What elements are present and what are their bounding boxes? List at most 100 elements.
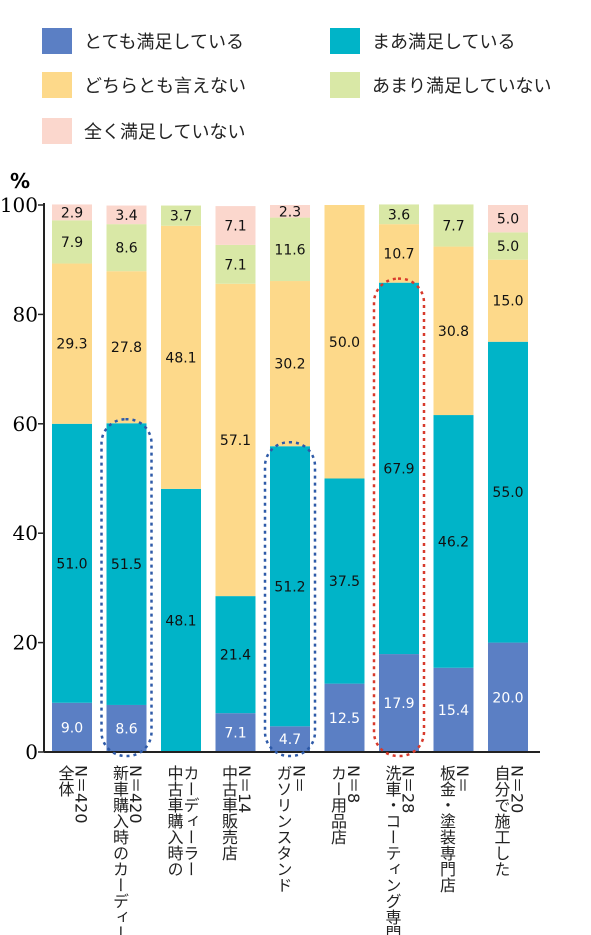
y-tick-label: 100 (0, 193, 38, 217)
bar-value-label: 67.9 (383, 461, 414, 477)
bar-segment (52, 220, 92, 264)
bar-value-label: 20.0 (492, 690, 523, 706)
bar-segment (488, 205, 528, 233)
bar-segment (324, 683, 365, 752)
category-label: N＝8 (344, 765, 363, 803)
legend-swatch (42, 28, 72, 54)
legend-swatch (330, 72, 360, 98)
bar-segment (379, 224, 419, 283)
bar-value-label: 4.7 (279, 732, 301, 748)
bar-value-label: 7.1 (224, 219, 246, 235)
bar-value-label: 55.0 (492, 485, 523, 501)
bar-segment (106, 423, 147, 705)
bar-segment (270, 217, 310, 282)
bar-value-label: 9.0 (61, 720, 83, 736)
category-label: N＝420 (72, 765, 91, 824)
legend-label: とても満足している (84, 32, 245, 53)
bar-segment (324, 205, 365, 479)
bar-segment (270, 446, 310, 727)
bar-value-label: 5.0 (497, 212, 519, 228)
bar-value-label: 2.3 (279, 204, 301, 220)
bar-value-label: 2.9 (61, 205, 83, 221)
category-label: N＝20 (508, 765, 527, 813)
bar-value-label: 12.5 (329, 711, 360, 727)
bar-value-label: 51.5 (111, 557, 142, 573)
bar-segment (433, 246, 474, 416)
bar-segment (215, 206, 256, 245)
bar-segment (270, 726, 310, 752)
bar-segment (161, 225, 201, 489)
bar-segment (52, 702, 92, 752)
category-label: ガソリンスタンド (274, 765, 293, 893)
bar-segment (52, 423, 92, 703)
bar-segment (106, 205, 147, 225)
bar-value-label: 48.1 (165, 613, 196, 629)
bar-value-label: 5.0 (497, 239, 519, 255)
bar-segment (488, 259, 528, 342)
bar-segment (433, 415, 474, 668)
bar-value-label: 3.6 (388, 207, 410, 223)
y-tick-label: 80 (13, 302, 38, 326)
bar-segment (270, 205, 310, 218)
legend-item: まあ満足している (330, 28, 515, 54)
bar-value-label: 7.1 (224, 257, 246, 273)
bar-value-label: 7.1 (224, 726, 246, 742)
category-label: 中古車販売店 (219, 765, 238, 861)
bar-value-label: 51.2 (274, 579, 305, 595)
legend-swatch (330, 28, 360, 54)
legend-label: どちらとも言えない (84, 76, 246, 97)
bar-value-label: 50.0 (329, 335, 360, 351)
bar-segment (215, 596, 256, 714)
bar-value-label: 57.1 (220, 433, 251, 449)
bar-value-label: 30.2 (274, 357, 305, 373)
y-tick-label: 40 (13, 521, 38, 545)
bar-value-label: 10.7 (383, 246, 414, 262)
bar-value-label: 8.6 (115, 241, 137, 257)
category-label: 新車購入時のカーディーラ (110, 765, 129, 935)
bar-value-label: 30.8 (438, 324, 469, 340)
bar-value-label: 3.7 (170, 209, 192, 225)
bar-value-label: 29.3 (56, 337, 87, 353)
y-tick-label: 60 (13, 412, 38, 436)
highlight-outline (263, 440, 317, 758)
bar-value-label: 46.2 (438, 534, 469, 550)
bar-value-label: 27.8 (111, 340, 142, 356)
bar-value-label: 8.6 (115, 721, 137, 737)
category-label: N＝ (290, 765, 309, 793)
category-label: N＝14 (235, 765, 254, 813)
legend-label: あまり満足していない (372, 76, 552, 97)
bar-segment (215, 244, 256, 284)
legend-label: 全く満足していない (84, 122, 246, 143)
bar-value-label: 3.4 (115, 208, 137, 224)
bar-segment (379, 654, 419, 752)
bar-value-label: 15.4 (438, 703, 469, 719)
y-tick-label: 0 (25, 740, 38, 764)
bar-segment (488, 232, 528, 260)
bar-segment (488, 642, 528, 752)
y-axis-unit: % (10, 169, 30, 193)
category-label: 中古車購入時の (165, 765, 184, 877)
bar-segment (215, 283, 256, 597)
category-label: 自分で施工した (492, 765, 511, 877)
legend-label: まあ満足している (372, 32, 516, 53)
legend-swatch (42, 118, 72, 144)
bar-segment (215, 713, 256, 752)
category-label: カーディーラー (181, 765, 200, 877)
bar-segment (161, 205, 201, 226)
highlight-outline (372, 277, 426, 758)
bar-segment (106, 271, 147, 424)
bar-value-label: 11.6 (274, 242, 305, 258)
legend-item: 全く満足していない (42, 118, 245, 144)
bar-value-label: 51.0 (56, 556, 87, 572)
category-label: N＝ (453, 765, 472, 793)
bar-segment (324, 478, 365, 684)
category-label: N＝28 (399, 765, 418, 813)
bar-segment (488, 341, 528, 643)
bar-segment (433, 204, 474, 247)
category-label: 洗車・コーティング専門 (383, 765, 402, 935)
bar-value-label: 7.9 (61, 235, 83, 251)
legend-item: とても満足している (42, 28, 244, 54)
bar-segment (161, 488, 201, 752)
bar-segment (52, 204, 92, 221)
